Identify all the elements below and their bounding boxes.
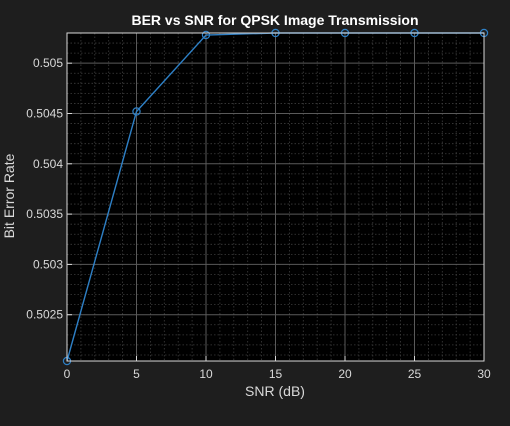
x-tick-label: 15 bbox=[269, 367, 283, 381]
x-tick-label: 10 bbox=[199, 367, 213, 381]
y-tick-label: 0.503 bbox=[33, 257, 63, 271]
x-axis-label: SNR (dB) bbox=[245, 383, 305, 399]
y-tick-label: 0.5035 bbox=[26, 207, 63, 221]
y-tick-label: 0.505 bbox=[33, 56, 63, 70]
x-tick-label: 0 bbox=[64, 367, 71, 381]
y-tick-label: 0.5025 bbox=[26, 308, 63, 322]
y-axis-ticks: 0.5025 0.503 0.5035 0.504 0.5045 0.505 bbox=[26, 56, 72, 322]
x-tick-label: 30 bbox=[477, 367, 491, 381]
y-tick-label: 0.504 bbox=[33, 157, 63, 171]
chart-title: BER vs SNR for QPSK Image Transmission bbox=[131, 12, 418, 28]
x-tick-label: 20 bbox=[338, 367, 352, 381]
y-tick-label: 0.5045 bbox=[26, 106, 63, 120]
x-tick-label: 5 bbox=[133, 367, 140, 381]
y-axis-label: Bit Error Rate bbox=[1, 153, 17, 238]
x-tick-label: 25 bbox=[408, 367, 422, 381]
